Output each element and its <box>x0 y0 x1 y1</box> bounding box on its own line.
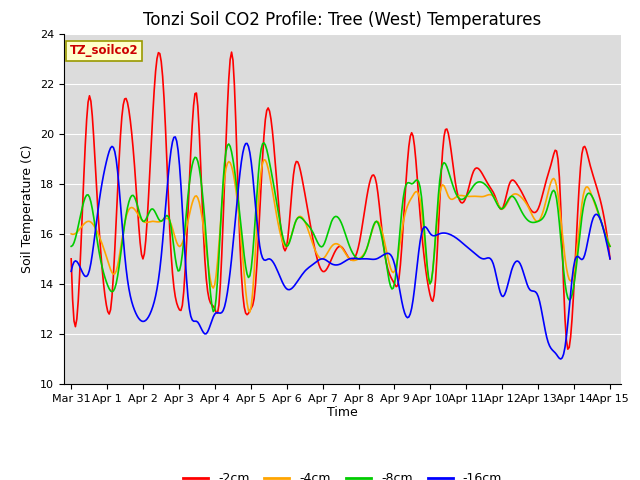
Text: TZ_soilco2: TZ_soilco2 <box>70 44 138 57</box>
Y-axis label: Soil Temperature (C): Soil Temperature (C) <box>22 144 35 273</box>
Legend: -2cm, -4cm, -8cm, -16cm: -2cm, -4cm, -8cm, -16cm <box>178 468 507 480</box>
X-axis label: Time: Time <box>327 407 358 420</box>
Title: Tonzi Soil CO2 Profile: Tree (West) Temperatures: Tonzi Soil CO2 Profile: Tree (West) Temp… <box>143 11 541 29</box>
